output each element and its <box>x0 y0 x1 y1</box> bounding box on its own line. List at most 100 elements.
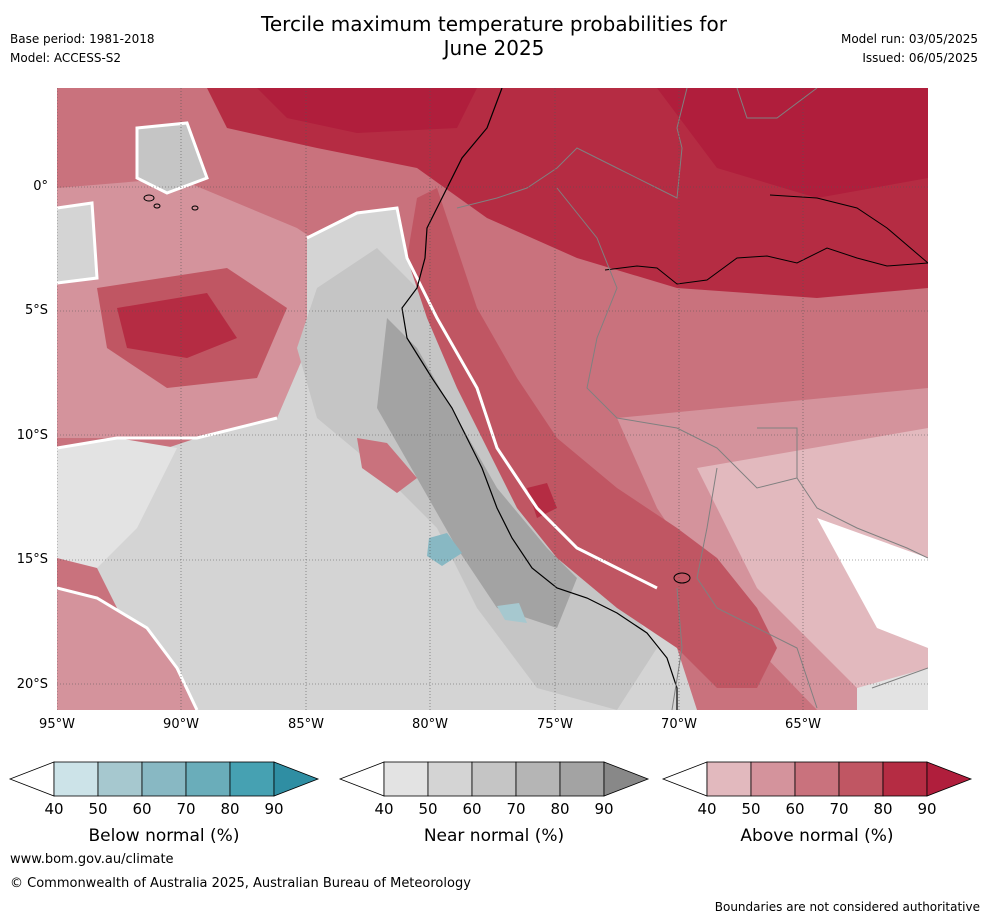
river-line-2 <box>769 194 928 264</box>
website-link[interactable]: www.bom.gov.au/climate <box>10 852 174 867</box>
lon-label-95w: 95°W <box>39 717 75 732</box>
colorbar-label-below: Below normal (%) <box>88 826 240 846</box>
galapagos-island-3 <box>191 205 199 211</box>
tick: 50 <box>741 800 761 818</box>
near-normal-far-west <box>57 203 97 283</box>
no-signal-southeast <box>817 518 928 648</box>
above-normal-90-west <box>117 293 237 358</box>
lon-label-65w: 65°W <box>785 717 821 732</box>
colorbar-extend-high <box>273 761 320 797</box>
colorbar-extend-low <box>661 761 708 797</box>
gridlines <box>57 88 928 710</box>
colorbar-segment <box>97 761 143 797</box>
colorbar-extend-low <box>338 761 385 797</box>
issued-date: Issued: 06/05/2025 <box>862 51 978 65</box>
tick: 70 <box>506 800 526 818</box>
ticks-below-normal: 40 50 60 70 80 90 <box>8 800 320 820</box>
tick: 60 <box>132 800 152 818</box>
colorbar-segment <box>794 761 840 797</box>
tick: 50 <box>418 800 438 818</box>
colorbar-segment <box>229 761 275 797</box>
tick: 40 <box>374 800 394 818</box>
white-contour-2 <box>57 416 278 450</box>
colorbar-segment <box>706 761 752 797</box>
colorbar-segment <box>53 761 99 797</box>
colorbar-segment <box>427 761 473 797</box>
model-run: Model run: 03/05/2025 <box>840 32 978 46</box>
base-period: Base period: 1981-2018 <box>10 32 155 46</box>
tick: 60 <box>462 800 482 818</box>
tick: 90 <box>264 800 284 818</box>
tick: 40 <box>44 800 64 818</box>
tick: 70 <box>176 800 196 818</box>
border-paraguay <box>871 667 928 689</box>
lat-label-20s: 20°S <box>16 677 48 692</box>
colorbar-segment <box>838 761 884 797</box>
ticks-near-normal: 40 50 60 70 80 90 <box>338 800 650 820</box>
ticks-above-normal: 40 50 60 70 80 90 <box>661 800 973 820</box>
title-line-2: June 2025 <box>443 36 545 60</box>
white-contour-3 <box>57 586 199 710</box>
below-normal-patch-1 <box>427 533 462 566</box>
near-normal-southeast-corner <box>857 668 928 710</box>
tick: 80 <box>873 800 893 818</box>
border-bolivia-brazil <box>796 477 928 559</box>
colorbar-segment <box>383 761 429 797</box>
above-normal-offshore-patch <box>357 438 417 493</box>
white-contour-far-west <box>57 201 99 285</box>
border-north <box>736 88 818 119</box>
near-normal-galapagos <box>137 123 207 193</box>
river-line <box>604 247 928 285</box>
lon-label-75w: 75°W <box>537 717 573 732</box>
colorbar-extend-high <box>926 761 973 797</box>
colorbar-below-normal <box>8 761 320 797</box>
colorbar-near-normal <box>338 761 650 797</box>
colorbar-above-normal <box>661 761 973 797</box>
lat-label-5s: 5°S <box>24 303 48 318</box>
near-normal-50-west <box>57 438 177 568</box>
above-normal-coastal-strip <box>407 188 777 688</box>
tick: 40 <box>697 800 717 818</box>
above-normal-50-southeast <box>697 428 928 688</box>
colorbar-segment <box>559 761 605 797</box>
colorbar-extend-low <box>8 761 55 797</box>
title-line-1: Tercile maximum temperature probabilitie… <box>261 12 727 36</box>
white-contour-galapagos <box>135 121 209 195</box>
colorbar-segment <box>882 761 928 797</box>
above-normal-coastal-peak <box>527 483 557 518</box>
near-normal-80-core <box>377 318 577 628</box>
colorbar-segment <box>471 761 517 797</box>
galapagos-island-1 <box>143 194 155 202</box>
lat-label-10s: 10°S <box>16 428 48 443</box>
tick: 70 <box>829 800 849 818</box>
lon-label-85w: 85°W <box>288 717 324 732</box>
border-chile <box>671 587 683 710</box>
lon-label-90w: 90°W <box>163 717 199 732</box>
border-bolivia <box>696 467 818 709</box>
lat-label-0: 0° <box>33 179 48 194</box>
above-normal-peak-northeast <box>657 88 928 198</box>
colorbar-segment <box>141 761 187 797</box>
colorbar-segment <box>750 761 796 797</box>
model-name: Model: ACCESS-S2 <box>10 51 122 65</box>
colorbar-extend-high <box>603 761 650 797</box>
probability-map <box>57 88 928 710</box>
lon-label-80w: 80°W <box>412 717 448 732</box>
tick: 90 <box>917 800 937 818</box>
colorbar-label-above: Above normal (%) <box>740 826 894 846</box>
lake-titicaca <box>673 572 691 584</box>
tick: 90 <box>594 800 614 818</box>
tick: 80 <box>220 800 240 818</box>
colorbar-segment <box>515 761 561 797</box>
lon-label-70w: 70°W <box>661 717 697 732</box>
copyright-text: © Commonwealth of Australia 2025, Austra… <box>10 876 471 891</box>
coastline <box>401 88 678 710</box>
disclaimer-text: Boundaries are not considered authoritat… <box>714 900 980 914</box>
above-normal-peak-north <box>257 88 477 133</box>
border-ecuador-colombia <box>456 88 688 209</box>
below-normal-patch-2 <box>497 603 527 623</box>
colorbar-segment <box>185 761 231 797</box>
tick: 50 <box>88 800 108 818</box>
above-normal-southwest <box>57 588 197 710</box>
tick: 80 <box>550 800 570 818</box>
